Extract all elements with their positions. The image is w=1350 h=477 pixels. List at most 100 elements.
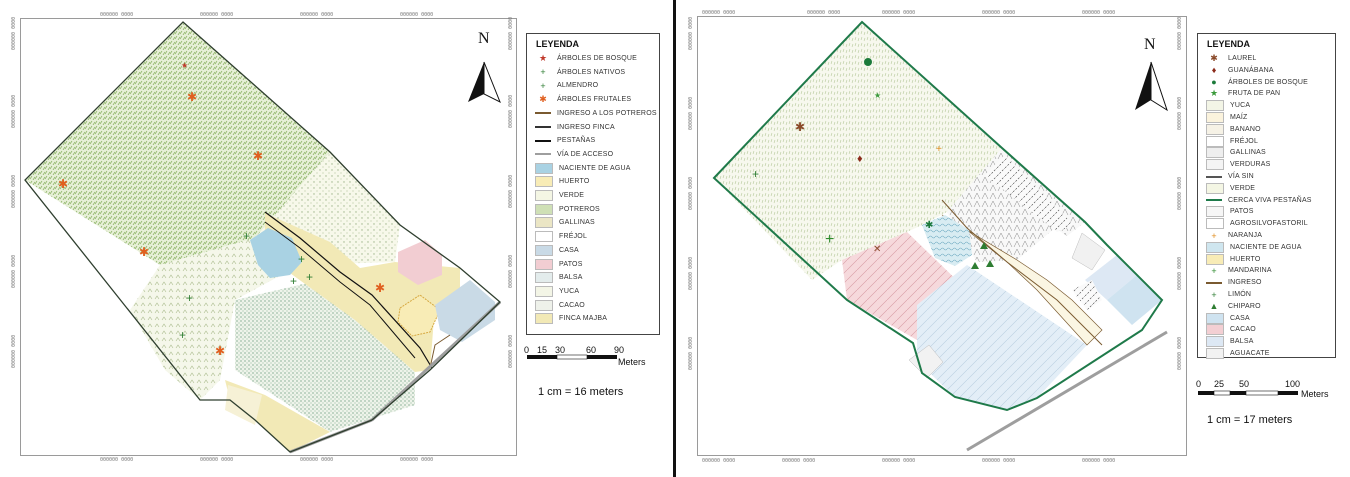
fill-icon — [1206, 218, 1224, 230]
fill-icon — [1206, 241, 1224, 253]
naciente-agua-area — [250, 228, 302, 278]
star-icon: ★ — [538, 53, 548, 63]
plus-icon: + — [290, 274, 297, 288]
pestanas-line — [264, 211, 433, 369]
legend-item-label: ÁRBOLES FRUTALES — [557, 96, 632, 104]
legend-item: INGRESO FINCA — [535, 122, 615, 133]
fill-icon — [1206, 123, 1224, 135]
legend-item: VERDE — [535, 190, 584, 201]
legend-item: ★ ÁRBOLES DE BOSQUE — [535, 53, 637, 64]
plus-icon: + — [186, 291, 193, 305]
legend-item-label: INGRESO FINCA — [557, 123, 615, 131]
north-arrow-icon — [1150, 61, 1168, 112]
patos-area — [1072, 280, 1102, 310]
asterisk-icon: ✱ — [215, 344, 225, 358]
balsa-area — [1085, 255, 1137, 300]
legend-item-label: CERCA VIVA PESTAÑAS — [1228, 196, 1312, 204]
legend-item-label: FRUTA DE PAN — [1228, 90, 1281, 98]
scale-bar-segment — [556, 354, 588, 360]
circle-icon: ● — [1211, 77, 1217, 88]
fill-icon — [1206, 112, 1224, 123]
asterisk-icon: ✱ — [253, 149, 263, 163]
left-map-panel: 000000 0000 000000 0000 000000 0000 0000… — [0, 0, 672, 477]
legend-item-label: LIMÓN — [1228, 291, 1252, 298]
legend-item-label: GUANÁBANA — [1228, 66, 1274, 74]
ingreso-potreros-line — [429, 334, 451, 369]
legend-item-label: INGRESO A LOS POTREROS — [557, 109, 657, 117]
legend-item: CACAO — [535, 299, 585, 311]
coord-label: 000000 0000 — [1082, 458, 1116, 464]
yuca-area — [130, 238, 300, 400]
legend-item: ● ÁRBOLES DE BOSQUE — [1206, 77, 1308, 88]
legend-item-label: PESTAÑAS — [557, 137, 596, 145]
fill-icon — [535, 244, 553, 256]
legend-item: MAÍZ — [1206, 112, 1248, 123]
fill-icon — [1206, 253, 1224, 265]
legend-item-label: HUERTO — [559, 178, 590, 186]
legend-item: HUERTO — [535, 176, 590, 188]
legend-item: CASA — [535, 244, 579, 256]
legend-item: BANANO — [1206, 123, 1261, 135]
fill-icon — [535, 285, 553, 297]
legend-item-label: MAÍZ — [1230, 114, 1248, 121]
legend-item-label: HUERTO — [1230, 255, 1261, 263]
legend-item: FINCA MAJBA — [535, 313, 607, 325]
fill-icon — [1206, 206, 1224, 218]
scale-tick-label: 100 — [1285, 379, 1301, 389]
legend-title: LEYENDA — [1207, 39, 1251, 49]
scale-bar-segment — [1278, 391, 1298, 395]
scale-tick-label: 30 — [555, 345, 566, 355]
left-map-canvas: ★ ✱ ✱ ✱ ✱ ✱ ✱ + + + + + + — [24, 21, 617, 454]
legend-item-label: FRÉJOL — [559, 233, 588, 241]
coord-label: 000000 0000 — [982, 10, 1016, 16]
legend-item-label: BALSA — [559, 274, 583, 282]
scale-tick-label: 0 — [1196, 379, 1202, 389]
legend-item-label: ÁRBOLES DE BOSQUE — [1228, 78, 1309, 86]
legend-item: PESTAÑAS — [535, 135, 595, 146]
via-acceso-line — [370, 300, 502, 422]
plus-icon: + — [752, 167, 759, 181]
coord-label: 000000 0000 — [200, 457, 234, 463]
legend-item: BALSA — [1206, 336, 1254, 348]
legend-item: CACAO — [1206, 324, 1256, 336]
legend-item-label: BALSA — [1230, 338, 1254, 346]
scale-bar-segment — [1213, 390, 1231, 396]
balsa-area — [917, 265, 1087, 410]
asterisk-icon: ✱ — [795, 120, 805, 134]
patos-area — [398, 240, 442, 285]
legend-item: VERDURAS — [1206, 159, 1271, 171]
legend-item-label: FRÉJOL — [1230, 137, 1259, 145]
coord-label: 000000 0000 — [200, 12, 234, 18]
line-icon — [1206, 199, 1222, 202]
coord-label: 000000 0000 — [882, 10, 916, 16]
legend-item: + ÁRBOLES NATIVOS — [535, 67, 625, 78]
star-icon: ★ — [1209, 88, 1219, 99]
legend-item: ▲ CHIPARO — [1206, 301, 1261, 312]
fill-icon — [1206, 312, 1224, 324]
legend-item-label: NACIENTE DE AGUA — [559, 164, 631, 172]
legend-item: YUCA — [1206, 100, 1250, 112]
north-arrow-icon — [1135, 62, 1151, 110]
line-icon — [535, 112, 551, 115]
fill-icon — [535, 258, 553, 270]
fill-icon — [535, 313, 553, 325]
legend-item: GALLINAS — [535, 217, 595, 229]
legend-item: NACIENTE DE AGUA — [1206, 241, 1302, 253]
coord-label: 000000 0000 — [807, 10, 841, 16]
legend-item-label: LAUREL — [1228, 55, 1257, 62]
coord-label: 000000 0000 — [400, 457, 434, 463]
legend-item: BALSA — [535, 272, 583, 284]
legend-item-label: ÁRBOLES DE BOSQUE — [557, 55, 638, 62]
right-map-panel: 000000 0000 000000 0000 000000 0000 0000… — [677, 0, 1350, 477]
legend-item: FRÉJOL — [535, 231, 588, 243]
diamond-icon: ♦ — [1211, 65, 1217, 76]
coord-label: 000000 0000 — [300, 12, 334, 18]
fill-icon — [1206, 147, 1224, 159]
legend-item: NACIENTE DE AGUA — [535, 162, 631, 174]
scale-unit-label: Meters — [618, 357, 646, 367]
line-icon — [1206, 175, 1222, 178]
legend-item-label: VERDURAS — [1230, 161, 1271, 169]
legend-item-label: VÍA DE ACCESO — [557, 150, 614, 158]
right-map-frame — [697, 16, 1187, 456]
left-legend: LEYENDA ★ ÁRBOLES DE BOSQUE + ÁRBOLES NATIV… — [526, 33, 660, 335]
